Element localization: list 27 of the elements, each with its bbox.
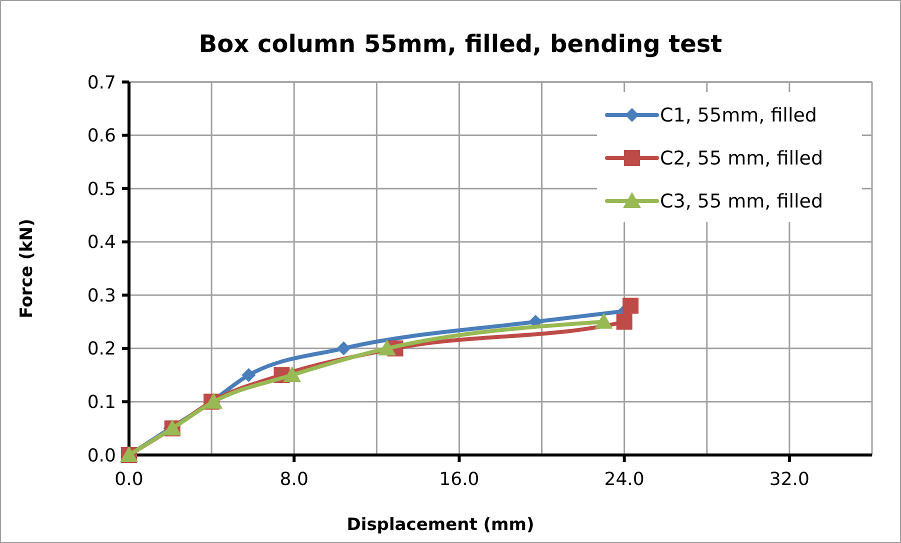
x-axis-title: Displacement (mm)	[346, 515, 534, 535]
y-tick-label: 0.2	[87, 338, 116, 360]
legend-label: C3, 55 mm, filled	[660, 190, 824, 213]
point	[594, 312, 613, 329]
y-tick-label: 0.6	[87, 126, 116, 147]
x-tick-label: 0.0	[114, 469, 144, 490]
y-tick-label: 0.3	[87, 285, 116, 306]
point	[283, 366, 302, 382]
y-tick-label: 0.1	[87, 392, 116, 414]
x-tick-label: 24.0	[604, 469, 644, 490]
y-axis-title: Force (kN)	[17, 218, 37, 318]
point	[204, 392, 223, 409]
y-tick-label: 0.4	[87, 232, 116, 254]
y-tick-label: 0.7	[87, 72, 116, 94]
point	[336, 341, 351, 356]
y-tick-label: 0.5	[87, 178, 116, 200]
legend-label: C1, 55mm, filled	[660, 104, 817, 127]
y-tick-label: 0.0	[87, 445, 116, 466]
point	[378, 339, 396, 356]
point	[242, 368, 256, 382]
x-tick-label: 32.0	[769, 469, 810, 490]
x-tick-label: 8.0	[280, 469, 308, 490]
point	[616, 314, 632, 330]
x-tick-label: 16.0	[439, 469, 480, 490]
chart-title: Box column 55mm, filled, bending test	[198, 30, 722, 58]
point	[622, 298, 639, 314]
legend-label: C2, 55 mm, filled	[660, 148, 824, 170]
